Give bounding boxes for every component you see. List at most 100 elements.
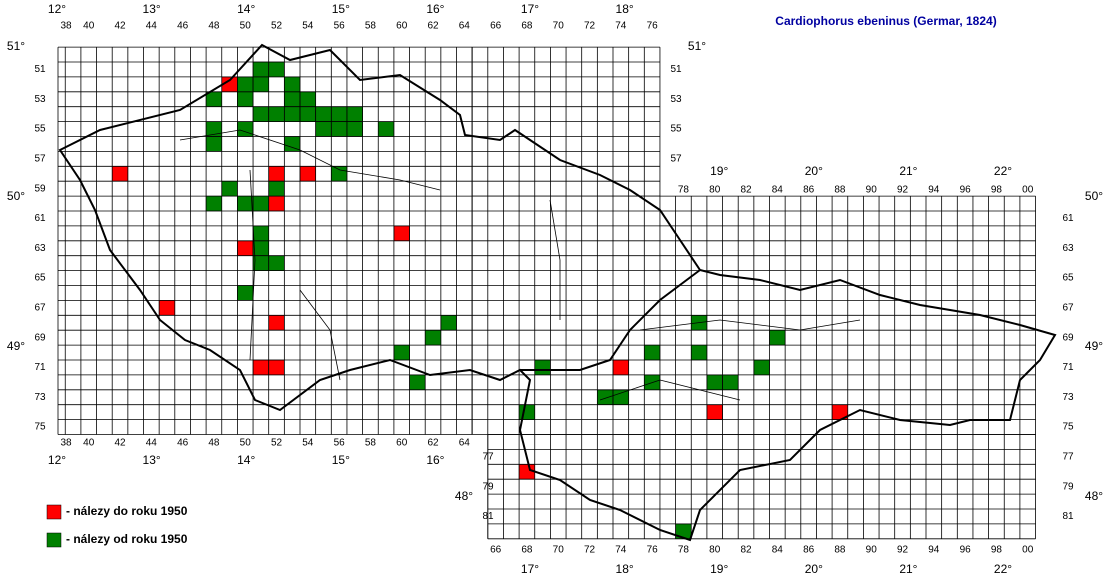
column-label: 84: [772, 185, 784, 196]
column-label: 66: [490, 21, 502, 32]
row-label: 69: [1062, 332, 1074, 343]
rivers: [179, 129, 861, 401]
grid: [57, 46, 1036, 540]
record-cell: [221, 180, 238, 197]
column-label: 54: [302, 438, 314, 449]
column-label: 94: [928, 545, 940, 556]
latitude-label: 49°: [1085, 339, 1103, 353]
record-cell: [158, 300, 176, 316]
record-cell: [534, 359, 551, 376]
record-cell: [252, 106, 269, 122]
record-cell: [378, 121, 395, 137]
column-label: 80: [709, 545, 721, 556]
row-label: 79: [1062, 481, 1074, 492]
record-cell: [393, 344, 410, 361]
column-label: 52: [271, 21, 283, 32]
record-cell: [299, 91, 316, 107]
record-cell: [268, 61, 285, 78]
record-cell: [331, 121, 348, 137]
longitude-label: 14°: [237, 453, 255, 467]
record-cell: [518, 404, 535, 420]
record-cell: [237, 195, 254, 212]
record-cell: [722, 374, 739, 391]
column-label: 68: [521, 21, 533, 32]
legend: - nálezy do roku 1950 - nálezy od roku 19…: [46, 504, 188, 548]
row-label: 55: [34, 124, 46, 135]
column-label: 42: [114, 438, 126, 449]
row-label: 77: [1062, 451, 1074, 462]
column-label: 62: [427, 21, 439, 32]
column-label: 38: [60, 21, 72, 32]
column-label: 70: [553, 21, 565, 32]
column-label: 42: [114, 21, 126, 32]
column-label: 88: [834, 545, 846, 556]
column-label: 60: [396, 21, 408, 32]
country-border: [58, 43, 1057, 542]
column-label: 64: [459, 21, 471, 32]
longitude-label: 22°: [994, 562, 1012, 576]
record-cell: [299, 166, 316, 182]
row-label: 75: [1062, 422, 1074, 433]
column-label: 72: [584, 21, 596, 32]
row-label: 77: [482, 451, 494, 462]
column-label: 76: [647, 21, 659, 32]
record-cell: [252, 255, 269, 271]
column-label: 76: [647, 545, 659, 556]
longitude-label: 20°: [805, 164, 823, 178]
column-label: 66: [490, 545, 502, 556]
longitude-label: 15°: [332, 453, 350, 467]
column-label: 40: [83, 438, 95, 449]
row-label: 53: [34, 94, 46, 105]
row-label: 75: [34, 422, 46, 433]
column-label: 48: [208, 438, 220, 449]
record-cell: [205, 136, 223, 152]
row-label: 51: [670, 64, 682, 75]
labels: 38 40 42 44 46 48 50 52 54 56 58 60 62 64 66 68 70 72 74 76…: [7, 2, 1103, 576]
row-label: 73: [34, 392, 46, 403]
record-cell: [706, 374, 723, 391]
longitude-label: 19°: [710, 562, 728, 576]
record-cell: [268, 255, 285, 271]
column-label: 38: [60, 438, 72, 449]
column-label: 44: [146, 21, 158, 32]
column-label: 58: [365, 438, 377, 449]
row-label: 57: [670, 153, 682, 164]
row-label: 73: [1062, 392, 1074, 403]
column-label: 88: [834, 185, 846, 196]
longitude-label: 15°: [332, 2, 350, 16]
legend-label: - nálezy od roku 1950: [66, 532, 188, 546]
longitude-label: 16°: [426, 453, 444, 467]
row-label: 63: [1062, 243, 1074, 254]
record-cell: [268, 180, 285, 197]
record-cell: [612, 359, 629, 376]
record-cell: [237, 76, 254, 93]
column-label: 64: [459, 438, 471, 449]
column-label: 98: [991, 545, 1003, 556]
row-label: 59: [34, 183, 46, 194]
column-label: 86: [803, 545, 815, 556]
record-cell: [268, 166, 285, 182]
latitude-label: 51°: [7, 39, 25, 53]
legend-swatch: [46, 532, 62, 548]
row-label: 65: [34, 273, 46, 284]
record-cell: [644, 344, 661, 361]
column-label: 50: [240, 21, 252, 32]
column-label: 46: [177, 21, 189, 32]
row-label: 55: [670, 124, 682, 135]
latitude-label: 50°: [1085, 189, 1103, 203]
row-label: 81: [1062, 511, 1074, 522]
record-cell: [409, 374, 426, 391]
record-cell: [440, 315, 457, 331]
row-label: 69: [34, 332, 46, 343]
latitude-label: 50°: [7, 189, 25, 203]
row-label: 53: [670, 94, 682, 105]
column-label: 80: [709, 185, 721, 196]
row-label: 81: [482, 511, 494, 522]
column-label: 60: [396, 438, 408, 449]
record-cell: [769, 329, 786, 346]
column-label: 54: [302, 21, 314, 32]
record-cell: [691, 344, 708, 361]
column-label: 00: [1022, 545, 1034, 556]
row-label: 67: [1062, 302, 1074, 313]
